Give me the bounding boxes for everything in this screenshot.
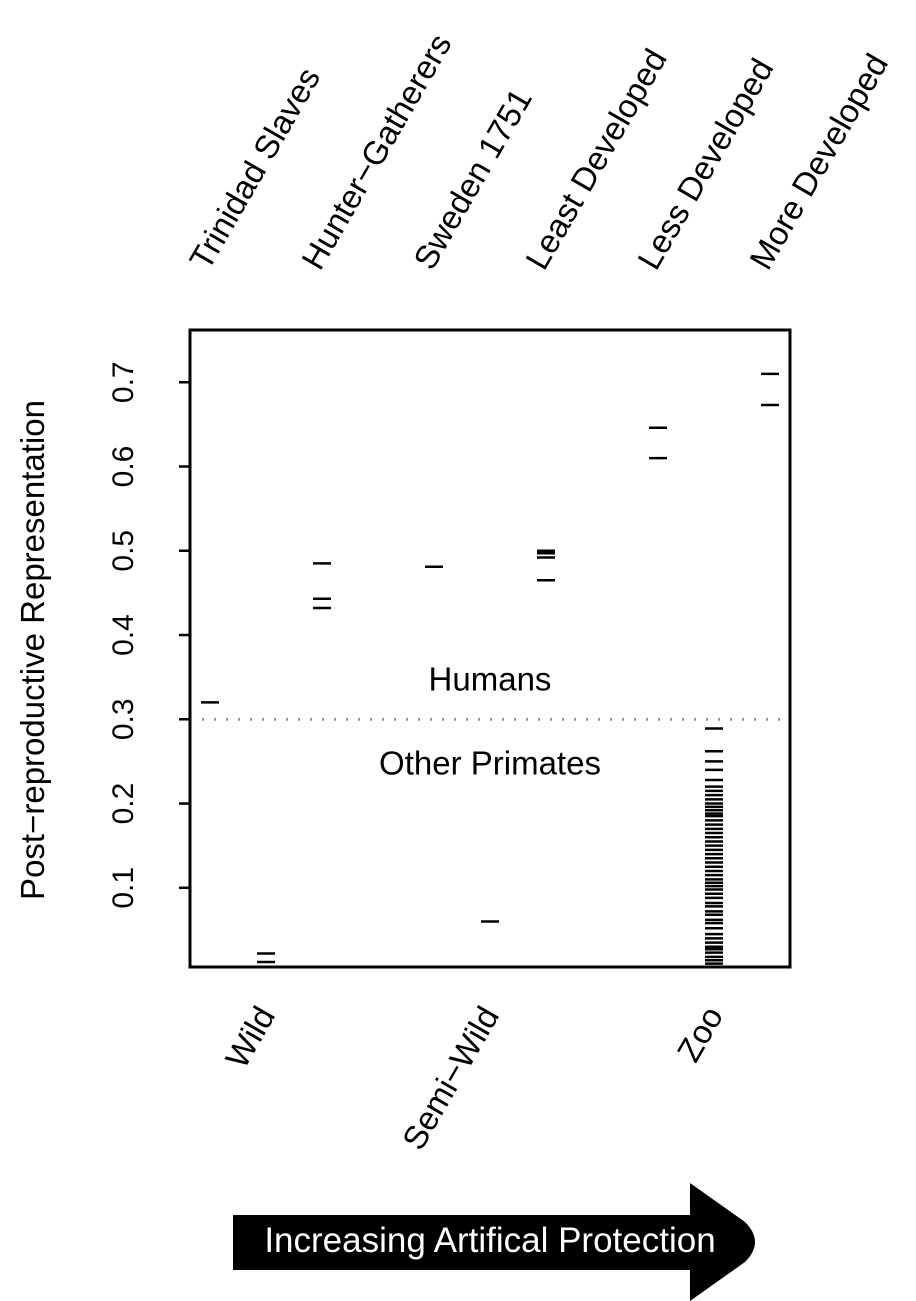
y-axis-label: Post−reproductive Representation bbox=[14, 400, 51, 900]
bottom-label: Zoo bbox=[670, 1000, 730, 1068]
y-tick-label: 0.5 bbox=[107, 530, 140, 572]
bottom-label: Wild bbox=[218, 1000, 282, 1074]
y-tick-label: 0.7 bbox=[107, 361, 140, 403]
y-tick-label: 0.6 bbox=[107, 446, 140, 488]
y-tick-label: 0.4 bbox=[107, 614, 140, 656]
y-tick-label: 0.1 bbox=[107, 867, 140, 909]
arrow-label: Increasing Artifical Protection bbox=[264, 1221, 715, 1260]
y-tick-label: 0.3 bbox=[107, 698, 140, 740]
annotation: Other Primates bbox=[379, 744, 601, 781]
top-label: Sweden 1751 bbox=[406, 82, 539, 275]
bottom-label: Semi−Wild bbox=[395, 1000, 506, 1156]
y-tick-label: 0.2 bbox=[107, 783, 140, 825]
annotation: Humans bbox=[429, 660, 552, 697]
plot-frame bbox=[188, 328, 792, 969]
arrow bbox=[233, 1183, 755, 1301]
